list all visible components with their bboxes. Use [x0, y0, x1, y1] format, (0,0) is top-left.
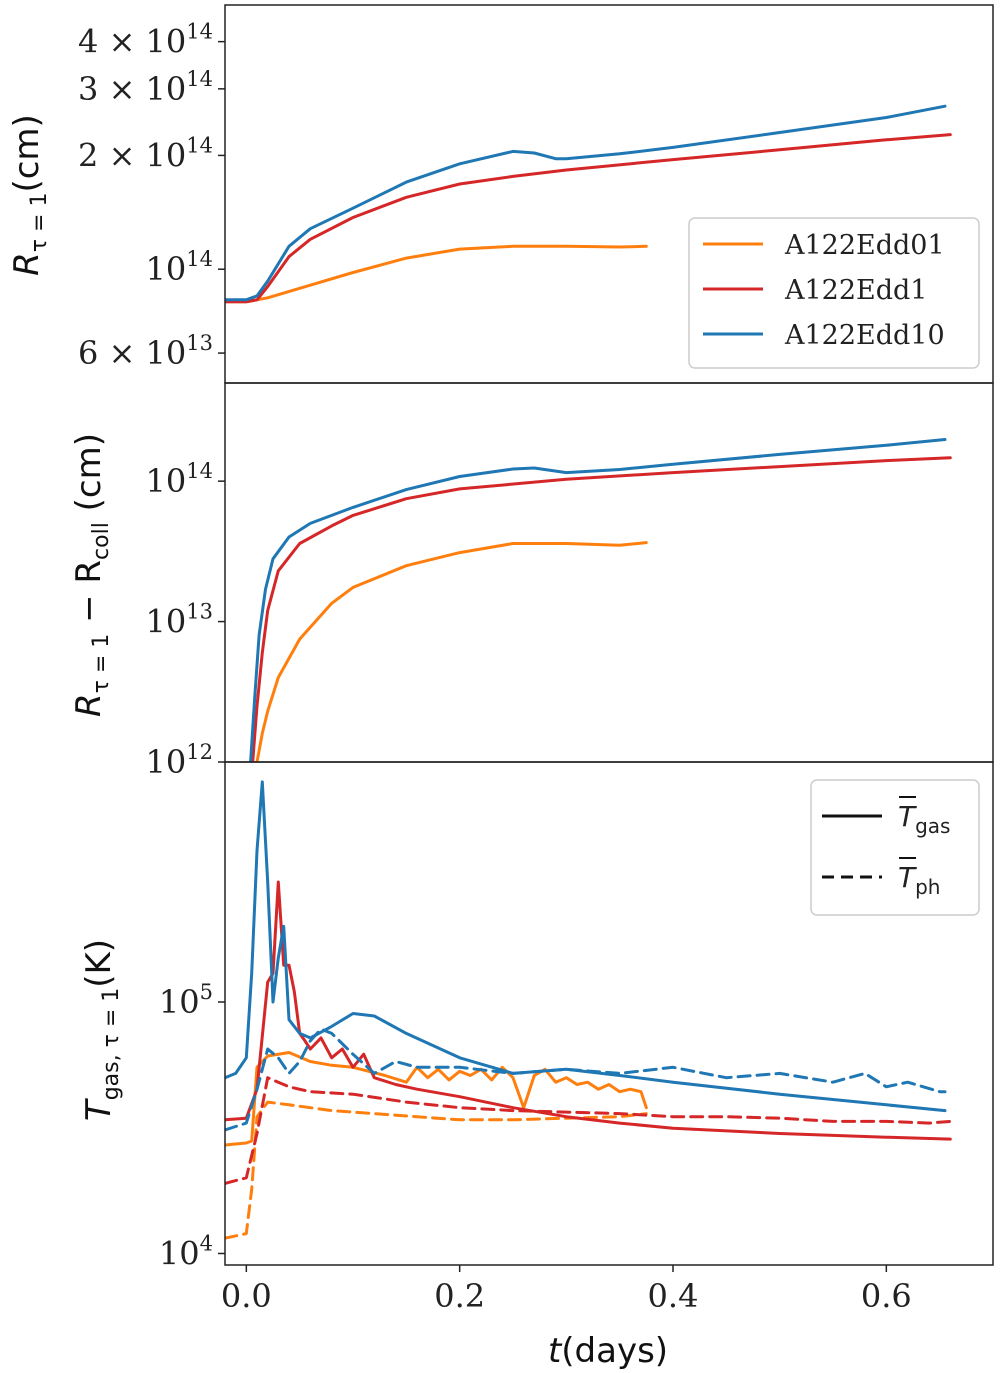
y-tick-label: 4 × 1014 — [78, 20, 213, 61]
legend-label: A122Edd10 — [784, 320, 945, 351]
ylabel-top: Rτ = 1(cm) — [7, 114, 52, 276]
y-tick-label: 105 — [159, 980, 213, 1021]
ylabel-bottom: Tgas, τ = 1(K) — [79, 939, 124, 1121]
ylabel-middle: Rτ = 1 − Rcoll (cm) — [69, 433, 114, 717]
series-line-a122edd1 — [251, 456, 952, 762]
panel-middle: 1012 1013 1014 — [146, 382, 994, 781]
series-line-a122edd10 — [225, 104, 947, 302]
legend-temperature: Tgas Tph — [810, 779, 980, 916]
legend-label: A122Edd01 — [784, 230, 945, 261]
series-line-a122edd1-ph — [225, 1076, 952, 1185]
x-tick-label: 0.2 — [434, 1277, 485, 1315]
y-tick-label: 1014 — [146, 459, 213, 500]
legend-label: Tph — [898, 861, 940, 899]
panel-top: 6 × 1013 1014 2 × 1014 3 × 1014 4 × 1014 A122… — [78, 4, 994, 384]
series-line-a122edd01 — [225, 244, 648, 304]
x-tick-label: 0.4 — [648, 1277, 699, 1315]
series-line-a122edd01 — [255, 541, 648, 762]
series-line-a122edd10-gas — [225, 780, 947, 1113]
y-tick-label: 2 × 1014 — [78, 133, 213, 174]
legend-label: A122Edd1 — [784, 275, 928, 306]
y-tick-label: 3 × 1014 — [78, 67, 213, 108]
series-line-a122edd1 — [225, 133, 952, 304]
series-line-a122edd10 — [249, 438, 947, 762]
y-tick-label: 104 — [159, 1231, 213, 1272]
panel-bottom: 104 105 0.0 0.2 0.4 0.6 Tgas Tph — [159, 761, 994, 1315]
series-line-a122edd01-gas — [225, 1051, 648, 1147]
xlabel: t(days) — [548, 1331, 668, 1371]
y-tick-label: 6 × 1013 — [78, 331, 213, 372]
x-tick-label: 0.0 — [221, 1277, 272, 1315]
x-tick-label: 0.6 — [861, 1277, 912, 1315]
panel-frame — [224, 761, 994, 1266]
legend-models: A122Edd01 A122Edd1 A122Edd10 — [688, 217, 980, 369]
y-tick-label: 1012 — [146, 740, 213, 781]
series-line-a122edd01-ph — [225, 1100, 648, 1240]
y-tick-label: 1014 — [146, 247, 213, 288]
panel-frame — [224, 382, 994, 763]
series-line-a122edd10-ph — [225, 1027, 947, 1132]
y-tick-label: 1013 — [146, 600, 213, 641]
series-line-a122edd1-gas — [225, 880, 952, 1141]
legend-label: Tgas — [898, 800, 950, 838]
